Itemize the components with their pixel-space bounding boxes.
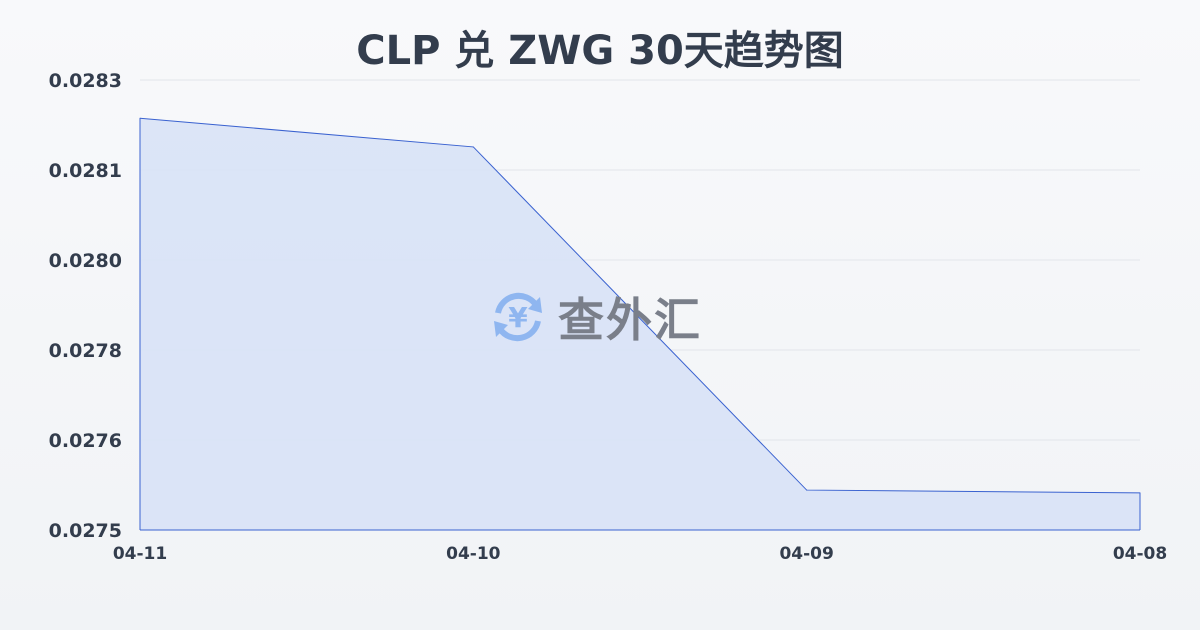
watermark: ¥ 查外汇 — [488, 284, 702, 350]
y-tick-label: 0.0280 — [49, 250, 122, 272]
x-tick-label: 04-08 — [1113, 544, 1167, 564]
x-tick-label: 04-09 — [779, 544, 833, 564]
x-tick-label: 04-10 — [446, 544, 501, 564]
data-point — [1139, 492, 1141, 494]
data-point — [472, 146, 474, 148]
y-tick-label: 0.0283 — [49, 70, 122, 92]
area-fill — [140, 118, 1140, 530]
watermark-text: 查外汇 — [558, 293, 702, 347]
y-tick-label: 0.0281 — [49, 160, 122, 182]
yen-exchange-icon: ¥ — [494, 292, 542, 342]
x-tick-label: 04-11 — [113, 544, 167, 564]
y-tick-label: 0.0275 — [49, 520, 122, 542]
y-tick-label: 0.0276 — [49, 430, 122, 452]
data-point — [806, 489, 808, 491]
y-tick-label: 0.0278 — [49, 340, 122, 362]
data-point — [139, 117, 141, 119]
series-line — [139, 117, 1141, 494]
svg-text:¥: ¥ — [508, 301, 528, 334]
chart-title: CLP 兑 ZWG 30天趋势图 — [356, 28, 844, 74]
